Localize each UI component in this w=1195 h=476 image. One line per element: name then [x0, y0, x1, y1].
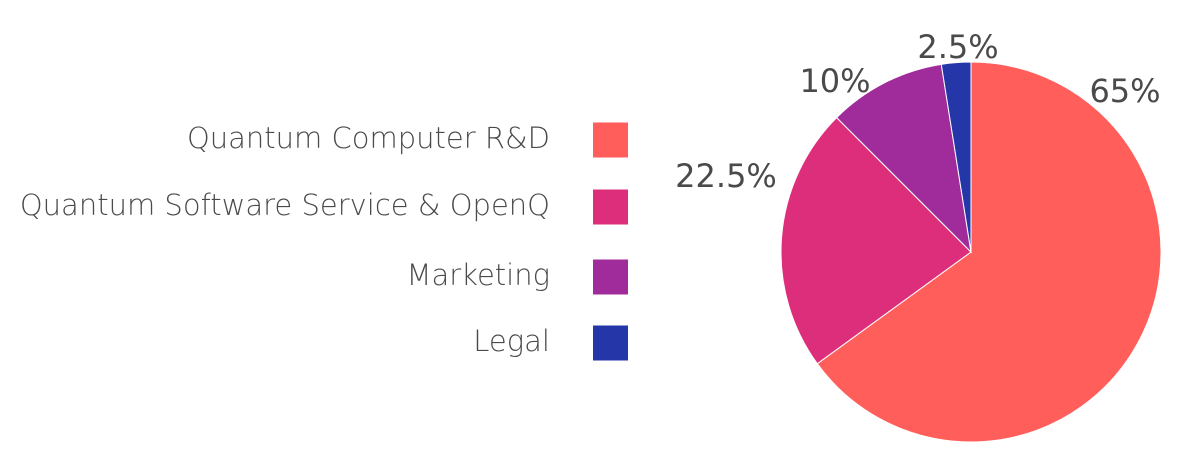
legend-label-marketing: Marketing	[406, 258, 550, 292]
legend-swatch-marketing	[593, 259, 628, 295]
legend-label-quantum-computer-r-d: Quantum Computer R&D	[187, 121, 550, 155]
legend-swatch-legal	[593, 325, 628, 361]
legend-label-quantum-software-service-openq: Quantum Software Service & OpenQ	[20, 188, 550, 222]
value-label: 65%	[1089, 72, 1160, 110]
pie-slice-quantum-computer-r-d	[816, 61, 1162, 443]
pie-slice-quantum-software-service-openq	[780, 116, 972, 365]
pie-slice-legal	[940, 61, 972, 253]
legend: Quantum Computer R&D Quantum Software Ser…	[20, 121, 628, 361]
legend-label-legal: Legal	[473, 324, 550, 358]
value-label: 2.5%	[917, 28, 998, 66]
pie-slices	[780, 61, 1162, 443]
value-label: 10%	[799, 62, 870, 100]
legend-swatch-quantum-software-service-openq	[593, 189, 628, 225]
pie-slice-marketing	[835, 63, 972, 254]
legend-swatch-quantum-computer-r-d	[593, 122, 628, 158]
value-labels: 65% 22.5% 10% 2.5%	[675, 28, 1160, 195]
value-label: 22.5%	[675, 157, 777, 195]
